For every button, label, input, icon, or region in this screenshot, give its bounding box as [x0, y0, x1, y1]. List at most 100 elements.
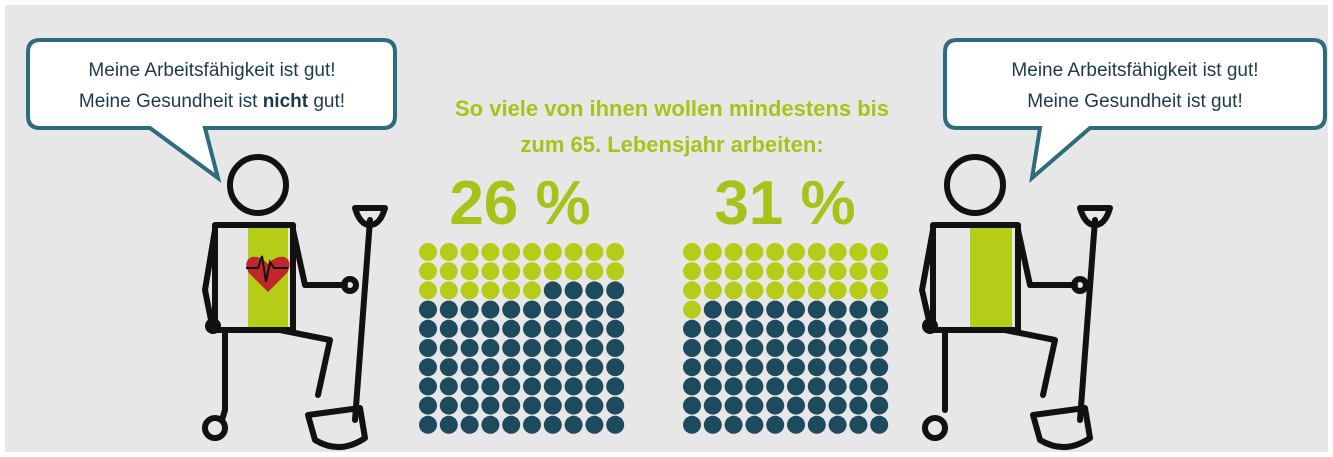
waffle-dot-filled	[606, 262, 624, 280]
waffle-dot-empty	[523, 397, 541, 415]
waffle-dot-empty	[440, 301, 458, 319]
waffle-dot-empty	[849, 377, 867, 395]
speech-segment: Meine Arbeitsfähigkeit ist gut!	[1011, 60, 1258, 81]
waffle-dot-filled	[481, 243, 499, 261]
waffle-dot-empty	[870, 301, 888, 319]
waffle-dot-empty	[544, 301, 562, 319]
waffle-dot-empty	[808, 416, 826, 434]
waffle-dot-empty	[481, 301, 499, 319]
waffle-dot-empty	[870, 320, 888, 338]
title-line: zum 65. Lebensjahr arbeiten:	[520, 132, 823, 157]
waffle-dot-empty	[829, 397, 847, 415]
waffle-dot-empty	[585, 358, 603, 376]
waffle-dot-empty	[606, 416, 624, 434]
waffle-dot-empty	[461, 416, 479, 434]
waffle-dot-empty	[725, 339, 743, 357]
waffle-dot-empty	[766, 416, 784, 434]
speech-text: Meine Gesundheit ist gut!	[1027, 91, 1242, 112]
waffle-dot-empty	[481, 377, 499, 395]
waffle-dot-empty	[544, 281, 562, 299]
waffle-dot-empty	[523, 358, 541, 376]
waffle-dot-empty	[544, 397, 562, 415]
speech-text: Meine Gesundheit ist nicht gut!	[79, 91, 345, 112]
waffle-dot-empty	[419, 320, 437, 338]
waffle-dot-filled	[787, 262, 805, 280]
waffle-dot-empty	[419, 377, 437, 395]
waffle-dot-empty	[766, 358, 784, 376]
waffle-dot-filled	[704, 243, 722, 261]
waffle-dot-empty	[683, 339, 701, 357]
waffle-dot-empty	[585, 301, 603, 319]
waffle-dot-empty	[870, 397, 888, 415]
waffle-dot-filled	[829, 262, 847, 280]
waffle-dot-filled	[725, 243, 743, 261]
waffle-dot-empty	[787, 377, 805, 395]
speech-segment: Meine Arbeitsfähigkeit ist gut!	[88, 60, 335, 81]
waffle-dot-empty	[808, 339, 826, 357]
waffle-dot-empty	[745, 358, 763, 376]
waffle-dot-filled	[808, 281, 826, 299]
waffle-dot-filled	[725, 262, 743, 280]
waffle-dot-empty	[565, 301, 583, 319]
waffle-dot-empty	[787, 416, 805, 434]
waffle-dot-empty	[725, 320, 743, 338]
waffle-dot-filled	[461, 243, 479, 261]
waffle-dot-empty	[419, 339, 437, 357]
waffle-dot-empty	[870, 358, 888, 376]
waffle-dot-filled	[440, 281, 458, 299]
waffle-dot-empty	[683, 358, 701, 376]
waffle-dot-empty	[502, 339, 520, 357]
waffle-dot-filled	[808, 243, 826, 261]
waffle-dot-empty	[502, 416, 520, 434]
waffle-dot-empty	[704, 339, 722, 357]
waffle-dot-empty	[502, 320, 520, 338]
waffle-dot-empty	[766, 301, 784, 319]
waffle-dot-empty	[544, 358, 562, 376]
waffle-dot-empty	[585, 397, 603, 415]
waffle-dot-empty	[704, 416, 722, 434]
waffle-dot-filled	[544, 262, 562, 280]
waffle-dot-empty	[419, 416, 437, 434]
waffle-dot-empty	[544, 320, 562, 338]
waffle-dot-empty	[725, 397, 743, 415]
waffle-dot-empty	[725, 358, 743, 376]
waffle-dot-filled	[502, 243, 520, 261]
waffle-dot-empty	[585, 377, 603, 395]
waffle-dot-filled	[502, 281, 520, 299]
waffle-dot-empty	[461, 320, 479, 338]
waffle-dot-filled	[461, 262, 479, 280]
waffle-dot-empty	[606, 320, 624, 338]
waffle-dot-filled	[745, 243, 763, 261]
infographic: So viele von ihnen wollen mindestens bis…	[0, 0, 1333, 457]
waffle-dot-filled	[565, 243, 583, 261]
waffle-dot-empty	[745, 301, 763, 319]
waffle-dot-empty	[565, 397, 583, 415]
waffle-dot-empty	[849, 397, 867, 415]
waffle-dot-filled	[502, 262, 520, 280]
speech-text: Meine Arbeitsfähigkeit ist gut!	[1011, 60, 1258, 81]
speech-segment: Meine Gesundheit ist gut!	[1027, 91, 1242, 112]
waffle-dot-empty	[481, 358, 499, 376]
waffle-dot-empty	[523, 416, 541, 434]
waffle-dot-filled	[481, 281, 499, 299]
speech-segment: Meine Gesundheit ist	[79, 91, 263, 112]
waffle-dot-empty	[808, 320, 826, 338]
waffle-dot-empty	[683, 377, 701, 395]
waffle-dot-filled	[704, 262, 722, 280]
waffle-dot-empty	[829, 377, 847, 395]
waffle-dot-empty	[829, 301, 847, 319]
waffle-dot-filled	[523, 281, 541, 299]
waffle-dot-filled	[704, 281, 722, 299]
waffle-dot-filled	[725, 281, 743, 299]
waffle-dot-empty	[544, 339, 562, 357]
waffle-dot-filled	[419, 262, 437, 280]
waffle-dot-filled	[440, 262, 458, 280]
waffle-dot-empty	[787, 339, 805, 357]
waffle-dot-empty	[544, 416, 562, 434]
waffle-dot-empty	[606, 281, 624, 299]
waffle-dot-empty	[481, 339, 499, 357]
waffle-dot-empty	[829, 416, 847, 434]
waffle-dot-empty	[683, 397, 701, 415]
waffle-dot-empty	[766, 397, 784, 415]
waffle-dot-filled	[585, 262, 603, 280]
